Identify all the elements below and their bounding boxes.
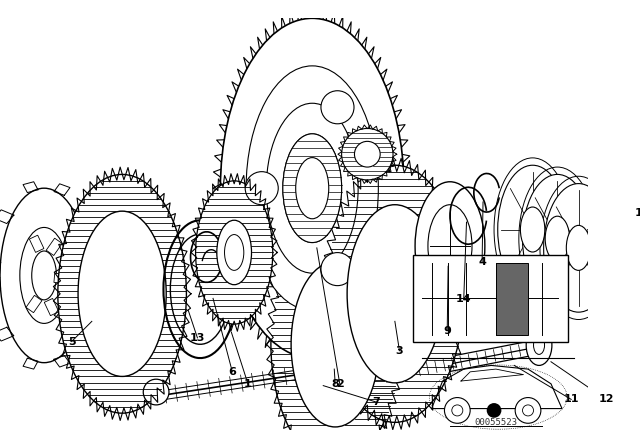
- Circle shape: [515, 397, 541, 423]
- Ellipse shape: [355, 142, 380, 167]
- Ellipse shape: [390, 348, 409, 366]
- Text: 8: 8: [332, 379, 339, 389]
- Bar: [26, 295, 42, 313]
- Ellipse shape: [522, 174, 592, 303]
- Text: 9: 9: [444, 326, 451, 336]
- Bar: [413, 255, 568, 342]
- Text: 3: 3: [396, 346, 403, 356]
- Ellipse shape: [32, 251, 56, 300]
- Text: 11: 11: [563, 394, 579, 405]
- Bar: [29, 235, 44, 252]
- Text: 14: 14: [456, 294, 472, 304]
- Ellipse shape: [545, 216, 570, 261]
- Text: 13: 13: [189, 333, 205, 343]
- Text: 7: 7: [372, 397, 380, 407]
- Circle shape: [444, 397, 470, 423]
- Ellipse shape: [225, 235, 244, 271]
- Bar: [46, 238, 62, 255]
- Ellipse shape: [566, 225, 591, 271]
- Ellipse shape: [296, 158, 329, 219]
- Text: 6: 6: [228, 367, 236, 377]
- Ellipse shape: [246, 66, 378, 310]
- Ellipse shape: [266, 103, 358, 273]
- Ellipse shape: [543, 184, 613, 312]
- Text: 4: 4: [478, 257, 486, 267]
- Text: 12: 12: [598, 394, 614, 405]
- Text: 00055523: 00055523: [474, 418, 517, 427]
- Circle shape: [452, 405, 463, 416]
- Text: 2: 2: [336, 379, 344, 389]
- Bar: [44, 298, 59, 316]
- Ellipse shape: [143, 379, 169, 405]
- Ellipse shape: [283, 134, 342, 242]
- Ellipse shape: [220, 18, 404, 358]
- Ellipse shape: [520, 207, 545, 252]
- Ellipse shape: [428, 205, 472, 287]
- Ellipse shape: [291, 262, 380, 427]
- Circle shape: [486, 403, 501, 418]
- Ellipse shape: [217, 220, 252, 284]
- Ellipse shape: [20, 228, 68, 323]
- Ellipse shape: [321, 253, 354, 286]
- Text: 5: 5: [68, 336, 76, 347]
- Ellipse shape: [196, 181, 273, 324]
- Ellipse shape: [342, 129, 393, 180]
- Ellipse shape: [526, 325, 552, 366]
- Ellipse shape: [0, 188, 88, 363]
- Ellipse shape: [347, 205, 443, 383]
- Ellipse shape: [283, 134, 342, 242]
- Ellipse shape: [415, 182, 485, 310]
- Ellipse shape: [498, 165, 568, 294]
- Circle shape: [522, 405, 534, 416]
- Text: 1: 1: [244, 379, 252, 389]
- Ellipse shape: [245, 172, 278, 205]
- Bar: [496, 263, 528, 335]
- Ellipse shape: [78, 211, 166, 376]
- Text: 10: 10: [635, 208, 640, 218]
- Ellipse shape: [534, 336, 545, 354]
- Ellipse shape: [271, 225, 399, 448]
- Ellipse shape: [58, 174, 186, 413]
- Ellipse shape: [326, 165, 464, 422]
- Ellipse shape: [321, 91, 354, 124]
- Bar: [54, 273, 69, 284]
